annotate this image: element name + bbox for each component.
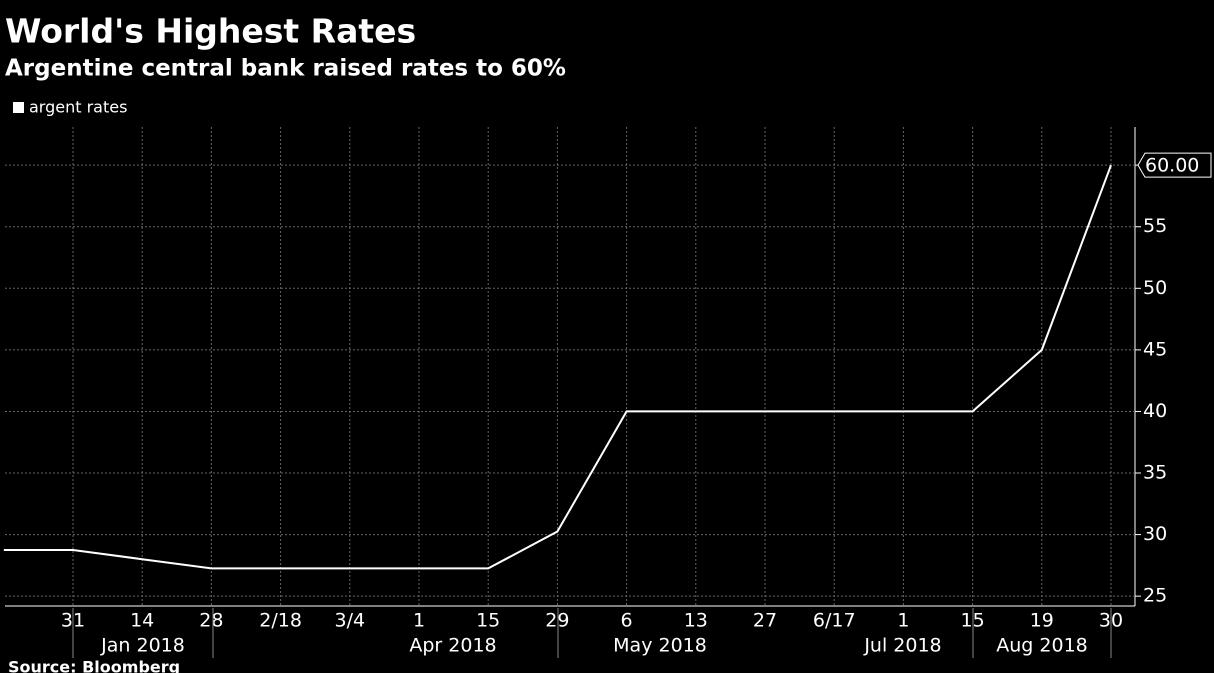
x-tick-label: 2/18 <box>259 610 302 632</box>
x-tick-label: 1 <box>413 610 425 632</box>
source: Source: Bloomberg <box>8 658 180 673</box>
y-tick-label: 45 <box>1143 338 1167 360</box>
x-group-label: Jan 2018 <box>100 635 185 657</box>
y-tick-label: 25 <box>1143 585 1167 607</box>
x-group-label: Jul 2018 <box>863 635 941 657</box>
value-label-box <box>1137 152 1212 178</box>
x-tick-label: 29 <box>545 610 569 632</box>
y-tick-label: 40 <box>1143 400 1167 422</box>
x-group-label: Apr 2018 <box>409 635 496 657</box>
x-tick-label: 28 <box>199 610 223 632</box>
chart-title: World's Highest Rates <box>5 12 416 51</box>
value-label: 60.00 <box>1145 155 1199 177</box>
x-tick-label: 27 <box>753 610 777 632</box>
x-tick-label: 14 <box>130 610 154 632</box>
x-tick-label: 13 <box>684 610 708 632</box>
x-group-label: Aug 2018 <box>996 635 1088 657</box>
chart-subtitle: Argentine central bank raised rates to 6… <box>5 56 566 82</box>
x-tick-label: 3/4 <box>335 610 366 632</box>
x-tick-label: 15 <box>476 610 500 632</box>
y-tick-label: 50 <box>1143 277 1167 299</box>
line <box>3 164 1112 570</box>
x-tick-label: 6 <box>621 610 633 632</box>
x-tick-label: 19 <box>1030 610 1054 632</box>
x-group-label: May 2018 <box>613 635 707 657</box>
legend-swatch <box>13 102 24 113</box>
y-tick-label: 55 <box>1143 215 1167 237</box>
x-tick-label: 6/17 <box>813 610 856 632</box>
legend-label: argent rates <box>29 98 127 117</box>
y-tick-label: 30 <box>1143 523 1167 545</box>
x-tick-label: 1 <box>897 610 909 632</box>
y-tick-label: 35 <box>1143 462 1167 484</box>
